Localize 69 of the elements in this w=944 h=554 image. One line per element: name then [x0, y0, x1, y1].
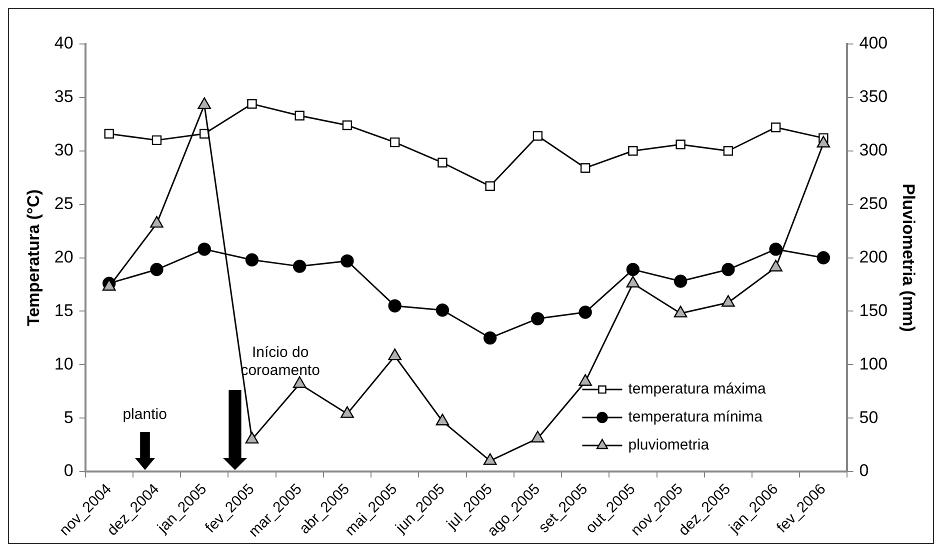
point: [390, 137, 400, 148]
point: [722, 262, 735, 276]
point: [485, 181, 495, 191]
point: [436, 414, 450, 426]
point: [816, 251, 830, 264]
annotation: plantio: [122, 406, 168, 424]
point: [676, 140, 686, 150]
point: [104, 128, 114, 139]
point: [102, 279, 116, 291]
point: [816, 136, 830, 148]
y-tick-label: 5: [64, 408, 74, 427]
point: [578, 374, 592, 386]
point: [198, 97, 212, 110]
y2-tick-label: 200: [859, 247, 888, 266]
point: [769, 260, 782, 272]
point: [674, 274, 688, 288]
legend-label: temperatura máxima: [628, 380, 766, 398]
y2-axis-title: Pluviometria (mm): [899, 184, 918, 332]
point: [722, 295, 735, 307]
y-tick-label: 10: [54, 354, 74, 374]
y2-tick-label: 50: [859, 408, 878, 427]
point: [674, 306, 688, 318]
point: [628, 146, 638, 156]
y2-tick-label: 300: [859, 140, 888, 160]
y2-tick-label: 150: [859, 300, 888, 320]
y-tick-label: 25: [54, 194, 74, 214]
point: [294, 110, 304, 120]
y2-tick-label: 250: [859, 194, 888, 214]
point: [340, 254, 354, 268]
point: [293, 260, 306, 273]
point: [340, 406, 354, 418]
point: [578, 306, 592, 319]
y-tick-label: 0: [64, 461, 74, 480]
point: [388, 299, 402, 312]
point: [292, 376, 306, 388]
y-tick-label: 15: [54, 300, 74, 320]
point: [626, 276, 640, 288]
point: [245, 253, 259, 266]
point: [198, 242, 211, 256]
point: [580, 163, 590, 173]
point: [342, 120, 352, 130]
y2-tick-label: 0: [859, 461, 869, 480]
point: [150, 216, 164, 228]
y-tick-label: 20: [54, 247, 74, 266]
point: [436, 304, 450, 317]
point: [152, 135, 162, 146]
y-tick-label: 35: [54, 87, 74, 106]
point: [388, 348, 402, 360]
y-axis-title: Temperatura (°C): [24, 189, 43, 326]
point: [770, 122, 781, 132]
point: [723, 146, 734, 156]
point: [245, 432, 259, 444]
point: [532, 131, 543, 141]
y2-tick-label: 100: [859, 354, 888, 374]
point: [483, 453, 497, 465]
point: [626, 262, 640, 276]
point: [769, 242, 782, 256]
legend-label: pluviometria: [628, 436, 710, 454]
y-tick-label: 40: [54, 34, 74, 53]
point: [483, 331, 497, 345]
point: [438, 158, 448, 168]
point: [531, 312, 544, 326]
legend-label: temperatura mínima: [628, 408, 764, 426]
point: [150, 262, 164, 276]
y2-tick-label: 400: [859, 34, 888, 53]
point: [247, 99, 257, 109]
y2-tick-label: 350: [859, 87, 888, 106]
point: [531, 430, 544, 442]
y-tick-label: 30: [54, 140, 74, 160]
